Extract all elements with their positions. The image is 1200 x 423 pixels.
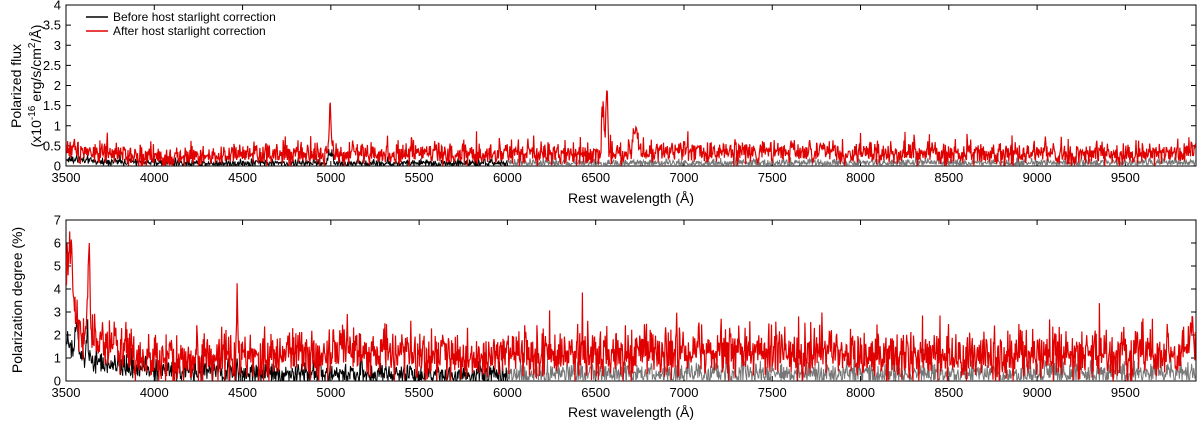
y-units-suffix: /Å) bbox=[28, 25, 44, 43]
x-tick-label: 5500 bbox=[405, 170, 434, 185]
y-tick-label: 3.5 bbox=[43, 18, 61, 33]
polarized-flux-panel: 3500 4000 4500 5000 5500 6000 6500 7000 7500 8000… bbox=[8, 0, 1197, 206]
x-tick-label: 9000 bbox=[1023, 385, 1052, 400]
x-tick-label: 4500 bbox=[228, 170, 257, 185]
y-tick-label: 7 bbox=[54, 213, 61, 228]
y-axis-title: Polarized flux bbox=[8, 44, 24, 128]
y-units-prefix: (x10 bbox=[28, 120, 44, 147]
y-units-exp2: 2 bbox=[27, 42, 38, 48]
x-axis-title: Rest wavelength (Å) bbox=[568, 190, 694, 206]
x-tick-label: 8000 bbox=[846, 385, 875, 400]
x-tick-label: 7000 bbox=[670, 385, 699, 400]
x-tick-label: 6500 bbox=[581, 385, 610, 400]
x-tick-label: 5000 bbox=[316, 385, 345, 400]
y-tick-label: 6 bbox=[54, 236, 61, 251]
axis-ticks: 3500 4000 4500 5000 5500 6000 6500 7000 7500 8000… bbox=[43, 0, 1196, 185]
x-tick-label: 5500 bbox=[405, 385, 434, 400]
x-tick-label: 6500 bbox=[581, 170, 610, 185]
legend-label-before: Before host starlight correction bbox=[113, 10, 276, 24]
x-tick-label: 6000 bbox=[493, 170, 522, 185]
y-tick-label: 4 bbox=[54, 282, 61, 297]
y-tick-label: 0 bbox=[54, 159, 61, 174]
polarization-degree-panel: 3500 4000 4500 5000 5500 6000 6500 7000 7500 8000… bbox=[9, 213, 1197, 420]
series-line bbox=[66, 231, 1196, 381]
y-tick-label: 3 bbox=[54, 305, 61, 320]
x-tick-label: 8500 bbox=[934, 385, 963, 400]
x-tick-label: 5000 bbox=[316, 170, 345, 185]
x-tick-label: 9500 bbox=[1111, 170, 1140, 185]
series-layer bbox=[66, 231, 1196, 381]
y-units-mid: erg/s/cm bbox=[28, 48, 44, 106]
y-tick-label: 5 bbox=[54, 259, 61, 274]
x-tick-label: 7500 bbox=[758, 385, 787, 400]
y-tick-label: 0.5 bbox=[43, 138, 61, 153]
x-tick-label: 9500 bbox=[1111, 385, 1140, 400]
series-line bbox=[66, 89, 1196, 166]
y-tick-label: 1 bbox=[54, 118, 61, 133]
series-layer bbox=[66, 89, 1196, 166]
y-tick-label: 0 bbox=[54, 374, 61, 389]
x-tick-label: 7500 bbox=[758, 170, 787, 185]
x-tick-label: 8500 bbox=[934, 170, 963, 185]
y-tick-label: 1 bbox=[54, 351, 61, 366]
x-tick-label: 3500 bbox=[52, 385, 81, 400]
x-axis-title: Rest wavelength (Å) bbox=[568, 404, 694, 420]
y-tick-label: 2 bbox=[54, 328, 61, 343]
y-axis-units: (x10-16 erg/s/cm2/Å) bbox=[27, 25, 44, 148]
x-tick-label: 3500 bbox=[52, 170, 81, 185]
x-tick-label: 6000 bbox=[493, 385, 522, 400]
legend-label-after: After host starlight correction bbox=[113, 24, 266, 38]
y-tick-label: 2 bbox=[54, 78, 61, 93]
legend: Before host starlight correction After h… bbox=[86, 10, 276, 38]
y-tick-label: 2.5 bbox=[43, 58, 61, 73]
x-tick-label: 4000 bbox=[140, 170, 169, 185]
y-tick-label: 1.5 bbox=[43, 98, 61, 113]
y-tick-label: 4 bbox=[54, 0, 61, 13]
x-tick-label: 8000 bbox=[846, 170, 875, 185]
y-axis-title: Polarization degree (%) bbox=[9, 227, 25, 373]
x-tick-label: 4500 bbox=[228, 385, 257, 400]
axis-ticks: 3500 4000 4500 5000 5500 6000 6500 7000 7500 8000… bbox=[52, 213, 1196, 400]
y-tick-label: 3 bbox=[54, 38, 61, 53]
x-tick-label: 4000 bbox=[140, 385, 169, 400]
y-units-exp: -16 bbox=[27, 105, 38, 120]
x-tick-label: 9000 bbox=[1023, 170, 1052, 185]
x-tick-label: 7000 bbox=[670, 170, 699, 185]
series-line bbox=[66, 319, 508, 381]
